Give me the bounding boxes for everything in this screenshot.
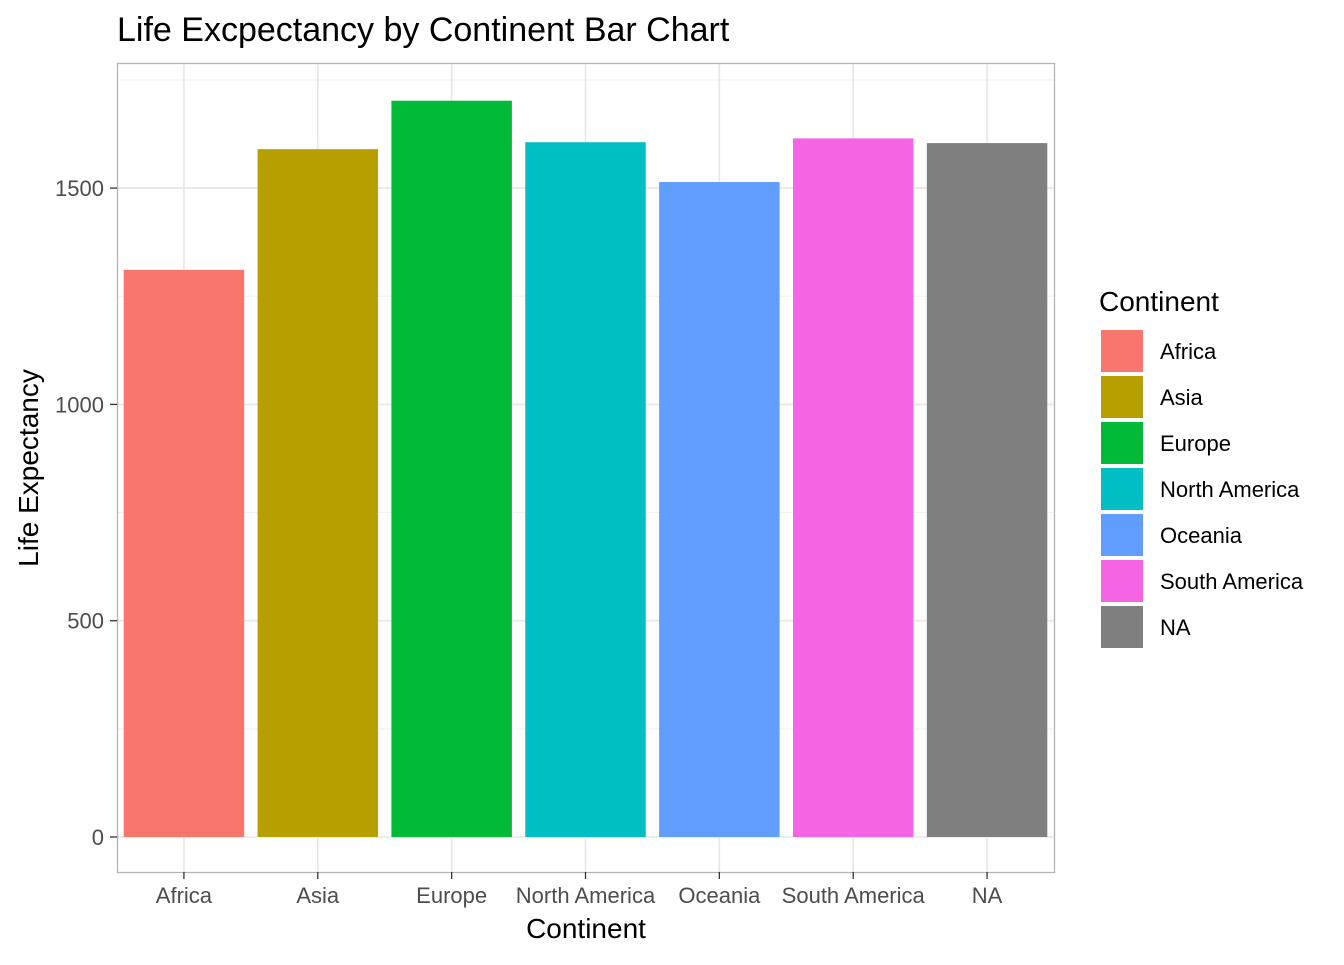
legend-key (1101, 422, 1143, 464)
legend-label: South America (1160, 569, 1304, 594)
legend-key (1101, 560, 1143, 602)
legend-key (1101, 330, 1143, 372)
x-axis-title: Continent (526, 913, 646, 944)
legend-key (1101, 606, 1143, 648)
legend-key (1101, 468, 1143, 510)
bar-oceania (659, 182, 780, 838)
bar-na (926, 143, 1048, 837)
x-tick-label: South America (782, 883, 926, 908)
legend-label: Africa (1160, 339, 1217, 364)
x-tick-label: NA (972, 883, 1003, 908)
legend-label: North America (1160, 477, 1300, 502)
y-tick-label: 0 (92, 825, 104, 850)
bar-europe (391, 100, 512, 838)
legend-label: NA (1160, 615, 1191, 640)
legend-key (1101, 514, 1143, 556)
bar-layer (123, 100, 1048, 838)
legend-key (1101, 376, 1143, 418)
bar-africa (123, 269, 245, 837)
x-tick-label: North America (516, 883, 656, 908)
legend: Africa Asia Europe North America Oceania Sout… (1101, 330, 1304, 648)
chart-title: Life Excpectancy by Continent Bar Chart (117, 11, 730, 49)
x-tick-label: Europe (416, 883, 487, 908)
legend-title: Continent (1099, 286, 1219, 317)
bar-north-america (525, 142, 646, 838)
x-tick-label: Asia (296, 883, 340, 908)
y-axis-title: Life Expectancy (13, 369, 44, 567)
bar-south-america (792, 138, 914, 837)
legend-label: Asia (1160, 385, 1204, 410)
y-tick-label: 1500 (55, 176, 104, 201)
axis-layer: 0 500 1000 1500 Africa Asia Europe North Americ… (55, 176, 1003, 908)
x-tick-label: Africa (156, 883, 213, 908)
bar-asia (257, 149, 379, 837)
legend-label: Oceania (1160, 523, 1243, 548)
legend-label: Europe (1160, 431, 1231, 456)
y-tick-label: 1000 (55, 392, 104, 417)
x-tick-label: Oceania (678, 883, 761, 908)
y-tick-label: 500 (67, 609, 104, 634)
